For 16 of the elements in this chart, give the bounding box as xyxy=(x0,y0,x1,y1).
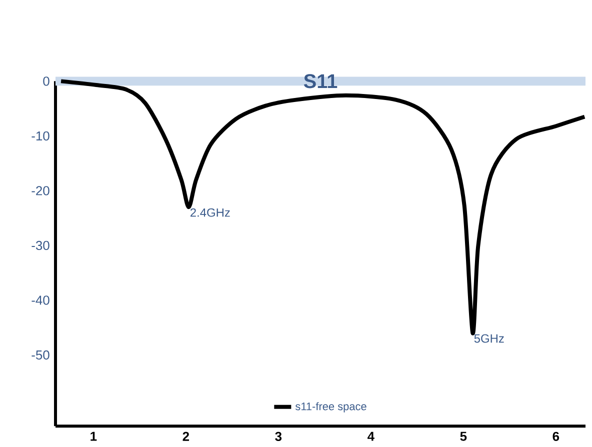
y-tick-label: 0 xyxy=(43,76,50,86)
y-tick-label: -30 xyxy=(32,240,50,250)
x-tick-label: 5 xyxy=(460,432,467,441)
x-tick-label: 6 xyxy=(552,432,560,441)
y-tick-label: -20 xyxy=(32,186,50,196)
annotation: 2.4GHz xyxy=(190,208,230,217)
legend-label: s11-free space xyxy=(295,402,366,412)
y-tick-label: -10 xyxy=(32,131,50,141)
chart-title: S11 xyxy=(304,74,338,88)
x-tick-label: 4 xyxy=(368,432,374,441)
y-tick-label: -40 xyxy=(32,296,50,305)
y-tick-label: -50 xyxy=(32,350,50,360)
x-tick-label: 3 xyxy=(275,432,282,442)
annotation: 5GHz xyxy=(474,334,504,343)
x-tick-label: 1 xyxy=(90,432,97,441)
x-tick-label: 2 xyxy=(182,432,190,441)
